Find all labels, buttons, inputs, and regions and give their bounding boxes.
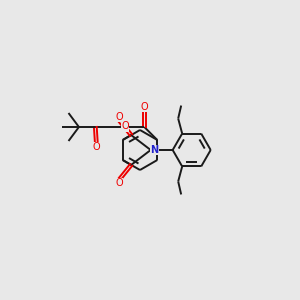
Text: N: N xyxy=(150,145,158,155)
Text: O: O xyxy=(92,142,100,152)
Text: O: O xyxy=(121,121,129,131)
Text: O: O xyxy=(140,102,148,112)
Text: O: O xyxy=(115,178,123,188)
Text: O: O xyxy=(115,112,123,122)
